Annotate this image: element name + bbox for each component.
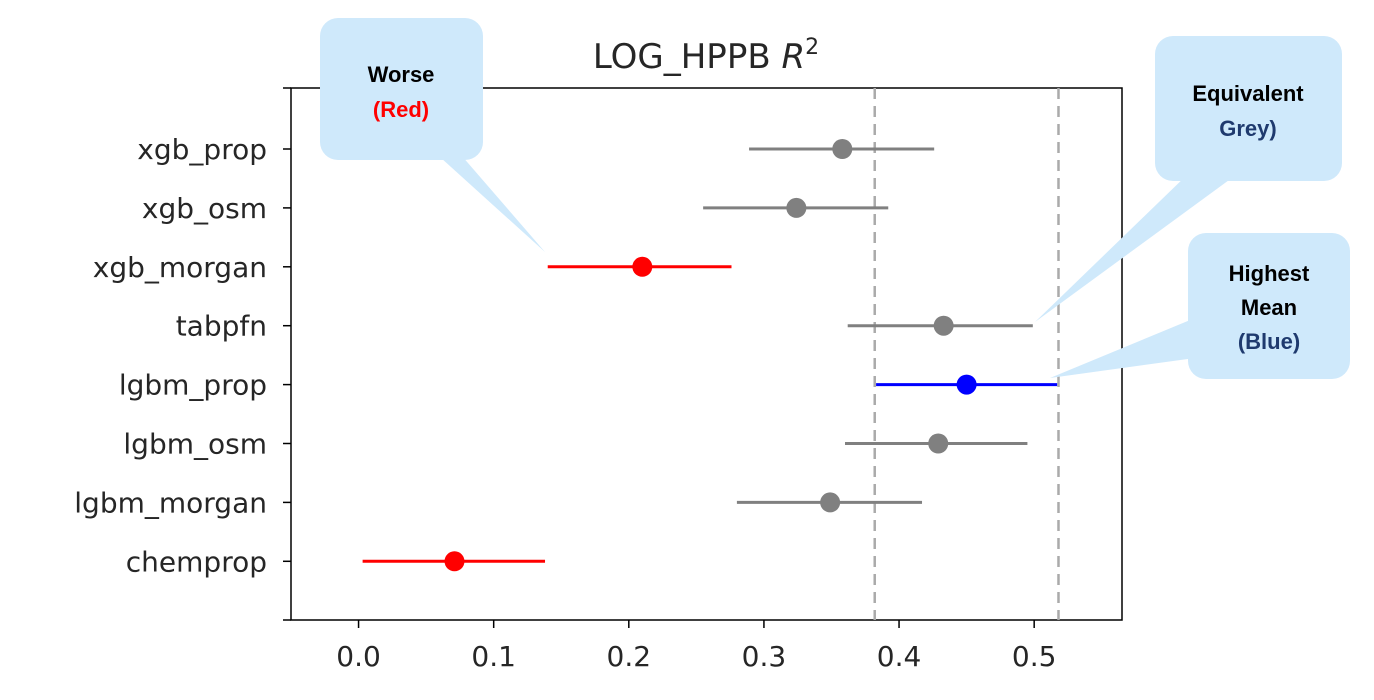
point-tabpfn xyxy=(933,315,954,336)
chart-title: LOG_HPPB R2 xyxy=(593,35,819,77)
callout-worse: Worse (Red) xyxy=(320,18,545,252)
callout-equivalent: Equivalent Grey) xyxy=(1035,36,1342,322)
callout-equivalent-pointer xyxy=(1035,172,1240,322)
callout-highest-line3: (Blue) xyxy=(1238,329,1300,354)
callout-worse-title: Worse xyxy=(368,62,435,87)
x-tick-label: 0.2 xyxy=(607,640,652,673)
x-tick-label: 0.3 xyxy=(742,640,787,673)
x-axis: 0.0 0.1 0.2 0.3 0.4 0.5 xyxy=(336,620,1056,673)
callout-worse-box xyxy=(320,18,483,160)
point-xgb_prop xyxy=(832,139,853,159)
point-xgb_morgan xyxy=(632,256,653,277)
plot-frame xyxy=(290,87,1123,621)
callout-highest: Highest Mean (Blue) xyxy=(1050,233,1350,379)
y-tick-label: xgb_osm xyxy=(142,192,267,225)
y-tick-label: lgbm_osm xyxy=(123,428,267,461)
callout-highest-line2: Mean xyxy=(1241,295,1297,320)
y-tick-label: chemprop xyxy=(126,545,267,578)
y-tick-label: lgbm_morgan xyxy=(74,486,267,519)
callout-highest-pointer xyxy=(1050,318,1195,378)
callout-highest-box xyxy=(1188,233,1350,379)
point-chemprop xyxy=(444,551,465,572)
callout-worse-pointer xyxy=(395,148,545,252)
point-lgbm_osm xyxy=(928,433,949,454)
point-lgbm_prop xyxy=(956,374,977,395)
x-tick-label: 0.5 xyxy=(1012,640,1057,673)
x-tick-label: 0.4 xyxy=(877,640,922,673)
callout-equivalent-subtitle: Grey) xyxy=(1219,116,1276,141)
callout-worse-subtitle: (Red) xyxy=(373,97,429,122)
x-tick-label: 0.0 xyxy=(336,640,381,673)
reference-lines xyxy=(873,88,1060,620)
callout-equivalent-title: Equivalent xyxy=(1192,81,1304,106)
x-tick-label: 0.1 xyxy=(471,640,516,673)
callout-highest-line1: Highest xyxy=(1229,261,1310,286)
y-tick-label: xgb_morgan xyxy=(93,251,267,284)
callout-equivalent-box xyxy=(1155,36,1342,181)
y-tick-label: xgb_prop xyxy=(137,133,267,166)
point-lgbm_morgan xyxy=(820,492,841,513)
y-tick-label: tabpfn xyxy=(176,310,267,343)
point-xgb_osm xyxy=(786,197,807,218)
y-tick-label: lgbm_prop xyxy=(119,369,267,402)
series xyxy=(362,139,1058,572)
